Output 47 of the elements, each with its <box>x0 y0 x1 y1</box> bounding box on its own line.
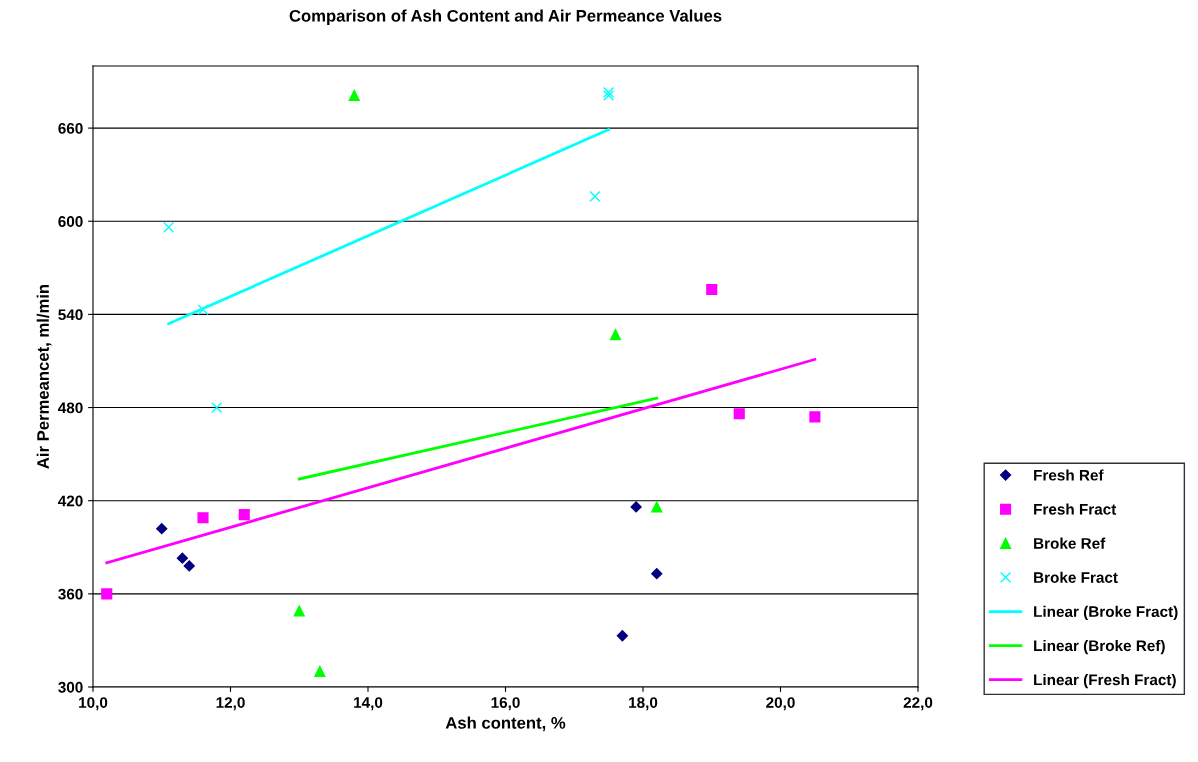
point <box>706 284 718 296</box>
point <box>156 523 168 535</box>
point <box>197 512 209 524</box>
legend-label: Fresh Fract <box>1034 503 1117 515</box>
legend-label: Linear (Fresh Fract) <box>1034 674 1176 689</box>
point <box>293 605 305 617</box>
x-tick-label: 22,0 <box>903 697 933 711</box>
point <box>348 89 360 102</box>
x-axis-title: Ash content, % <box>445 716 566 732</box>
point <box>603 86 615 98</box>
x-tick-label: 18,0 <box>629 697 658 711</box>
x-tick-label: 10,0 <box>79 697 108 711</box>
point <box>809 411 821 423</box>
y-tick-label: 660 <box>58 122 83 134</box>
y-tick-label: 300 <box>58 681 83 693</box>
point <box>616 630 628 642</box>
x-tick-label: 16,0 <box>491 697 520 711</box>
point <box>589 190 601 202</box>
legend-label: Fresh Ref <box>1034 469 1104 481</box>
x-tick-label: 20,0 <box>766 697 795 711</box>
x-tick-label: 12,0 <box>216 697 245 711</box>
point <box>609 329 622 341</box>
y-tick-label: 360 <box>58 588 83 600</box>
chart-title: Comparison of Ash Content and Air Permeance Values <box>289 9 722 26</box>
point <box>651 568 663 580</box>
point <box>733 408 745 420</box>
point <box>163 221 175 234</box>
y-axis-title: Air Permeancet, ml/min <box>36 284 52 469</box>
point <box>603 89 615 102</box>
y-tick-label: 480 <box>58 402 83 414</box>
point <box>197 304 209 316</box>
point <box>314 665 326 678</box>
point <box>211 401 223 414</box>
point <box>238 509 250 521</box>
point <box>101 588 113 600</box>
point <box>176 552 188 564</box>
legend-label: Linear (Broke Fract) <box>1034 605 1178 621</box>
legend-label: Broke Fract <box>1034 571 1118 583</box>
y-tick-label: 420 <box>58 495 83 507</box>
point <box>183 560 195 572</box>
y-tick-label: 600 <box>58 216 83 227</box>
x-tick-label: 14,0 <box>354 697 383 711</box>
y-tick-label: 540 <box>58 309 83 321</box>
point <box>651 501 663 513</box>
legend-label: Linear (Broke Ref) <box>1034 639 1165 655</box>
legend-label: Broke Ref <box>1034 537 1106 549</box>
point <box>630 501 642 513</box>
